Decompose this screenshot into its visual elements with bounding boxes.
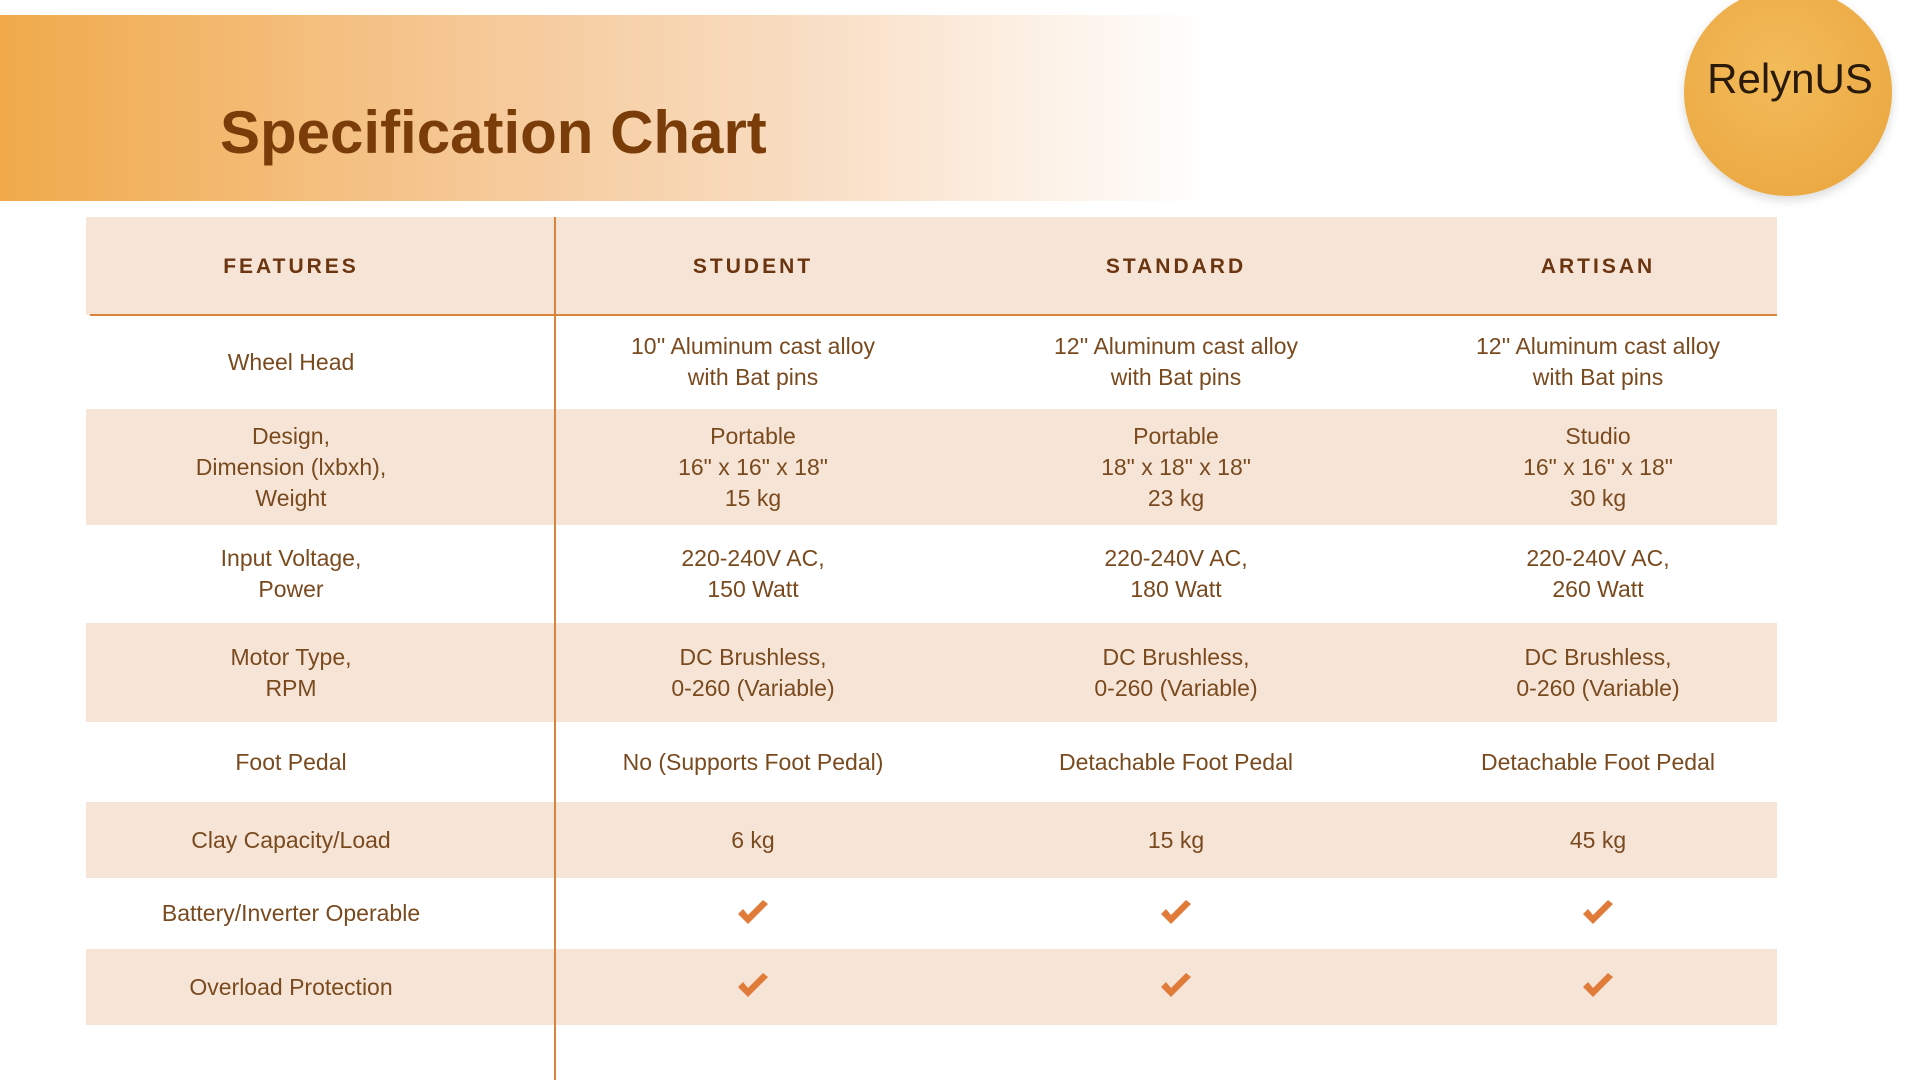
column-header: STANDARD <box>1105 254 1247 278</box>
cell-line: 220-240V AC, <box>681 545 825 571</box>
cell-line: Clay Capacity/Load <box>191 826 391 853</box>
value-cell: Studio 16" x 16" x 18" 30 kg <box>1398 409 1798 525</box>
value-cell <box>553 878 953 949</box>
cell-line: Studio <box>1565 422 1631 449</box>
cell-line: 30 kg <box>1569 484 1627 511</box>
feature-cell: Battery/Inverter Operable <box>81 878 501 949</box>
value-cell: DC Brushless, 0-260 (Variable) <box>553 623 953 722</box>
value-cell: 45 kg <box>1398 802 1798 878</box>
divider <box>554 217 556 1080</box>
row-stripe <box>86 623 1777 722</box>
cell-line: Power <box>258 576 324 602</box>
check-icon <box>738 973 768 997</box>
check-icon <box>738 899 768 924</box>
check-icon <box>1583 899 1613 924</box>
column-header: ARTISAN <box>1540 254 1656 278</box>
value-cell: 10'' Aluminum cast alloy with Bat pins <box>553 315 953 409</box>
banner <box>0 15 1210 201</box>
cell-line: 18" x 18" x 18" <box>1101 453 1251 480</box>
logo: RelynUS <box>1707 55 1873 102</box>
cell-line: 15 kg <box>1147 826 1205 853</box>
value-cell <box>966 878 1386 949</box>
cell-line: 260 Watt <box>1552 576 1644 602</box>
cell-line: 16" x 16" x 18" <box>1523 453 1673 480</box>
value-cell: DC Brushless, 0-260 (Variable) <box>966 623 1386 722</box>
divider <box>90 314 1777 316</box>
cell-line: Input Voltage, <box>220 545 362 571</box>
cell-line: 12'' Aluminum cast alloy <box>1475 333 1720 359</box>
feature-cell: Clay Capacity/Load <box>81 802 501 878</box>
cell-line: No (Supports Foot Pedal) <box>622 748 884 775</box>
value-cell: 12'' Aluminum cast alloy with Bat pins <box>1398 315 1798 409</box>
feature-cell: Input Voltage, Power <box>81 525 501 623</box>
cell-line: RPM <box>265 674 317 701</box>
value-cell: 220-240V AC, 260 Watt <box>1398 525 1798 623</box>
cell-line: Portable <box>710 422 796 449</box>
cell-line: Motor Type, <box>230 643 352 670</box>
cell-line: 220-240V AC, <box>1104 545 1248 571</box>
cell-line: 6 kg <box>731 826 775 853</box>
feature-cell: Overload Protection <box>81 949 501 1025</box>
cell-line: Wheel Head <box>227 348 355 375</box>
cell-line: 0-260 (Variable) <box>1516 674 1680 701</box>
column-header: STUDENT <box>692 254 814 278</box>
cell-line: with Bat pins <box>1110 364 1242 390</box>
cell-line: Design, <box>252 422 330 449</box>
cell-line: 180 Watt <box>1130 576 1222 602</box>
value-cell: Portable 16" x 16" x 18" 15 kg <box>553 409 953 525</box>
cell-line: 23 kg <box>1147 484 1205 511</box>
cell-line: 10'' Aluminum cast alloy <box>630 333 875 359</box>
row-stripe <box>86 217 1777 315</box>
check-icon <box>1583 973 1613 997</box>
cell-line: 15 kg <box>724 484 782 511</box>
value-cell <box>553 949 953 1025</box>
cell-line: Overload Protection <box>189 973 393 1000</box>
value-cell <box>966 949 1386 1025</box>
cell-line: Portable <box>1133 422 1219 449</box>
cell-line: DC Brushless, <box>1102 643 1250 670</box>
column-header: FEATURES <box>223 254 359 278</box>
value-cell: 12'' Aluminum cast alloy with Bat pins <box>966 315 1386 409</box>
row-stripe <box>86 949 1777 1025</box>
cell-line: 150 Watt <box>707 576 799 602</box>
feature-cell: Foot Pedal <box>81 722 501 802</box>
value-cell: 220-240V AC, 150 Watt <box>553 525 953 623</box>
cell-line: 0-260 (Variable) <box>1094 674 1258 701</box>
cell-line: Dimension (lxbxh), <box>195 453 387 480</box>
value-cell <box>1398 878 1798 949</box>
cell-line: Foot Pedal <box>235 748 347 775</box>
title: Specification Chart <box>220 99 767 166</box>
check-icon <box>1161 899 1191 924</box>
cell-line: 16" x 16" x 18" <box>678 453 828 480</box>
value-cell: 6 kg <box>553 802 953 878</box>
cell-line: with Bat pins <box>687 364 819 390</box>
feature-cell: Wheel Head <box>81 315 501 409</box>
logo-badge <box>1684 0 1892 196</box>
cell-line: Detachable Foot Pedal <box>1059 748 1293 775</box>
cell-line: DC Brushless, <box>1524 643 1672 670</box>
cell-line: Battery/Inverter Operable <box>161 900 421 926</box>
cell-line: Detachable Foot Pedal <box>1481 748 1715 775</box>
cell-line: 45 kg <box>1569 826 1627 853</box>
cell-line: 220-240V AC, <box>1526 545 1670 571</box>
cell-line: Weight <box>255 484 327 511</box>
value-cell: Detachable Foot Pedal <box>1398 722 1798 802</box>
check-icon <box>1161 973 1191 997</box>
cell-line: DC Brushless, <box>679 643 827 670</box>
value-cell <box>1398 949 1798 1025</box>
feature-cell: Motor Type, RPM <box>81 623 501 722</box>
value-cell: Portable 18" x 18" x 18" 23 kg <box>966 409 1386 525</box>
cell-line: 0-260 (Variable) <box>671 674 835 701</box>
cell-line: with Bat pins <box>1532 364 1664 390</box>
row-stripe <box>86 802 1777 878</box>
value-cell: 15 kg <box>966 802 1386 878</box>
cell-line: 12'' Aluminum cast alloy <box>1053 333 1298 359</box>
feature-cell: Design, Dimension (lxbxh), Weight <box>81 409 501 525</box>
value-cell: 220-240V AC, 180 Watt <box>966 525 1386 623</box>
value-cell: DC Brushless, 0-260 (Variable) <box>1398 623 1798 722</box>
row-stripe <box>86 409 1777 525</box>
value-cell: No (Supports Foot Pedal) <box>553 722 953 802</box>
value-cell: Detachable Foot Pedal <box>966 722 1386 802</box>
